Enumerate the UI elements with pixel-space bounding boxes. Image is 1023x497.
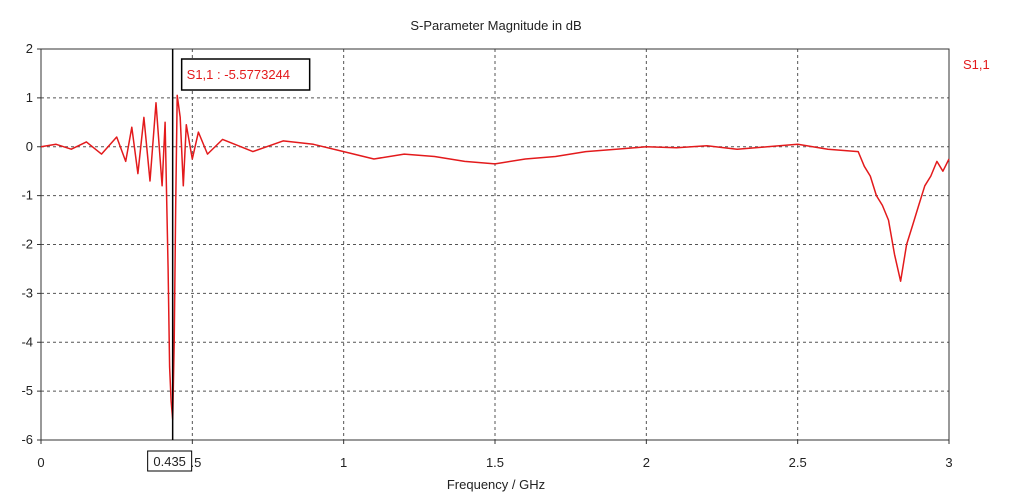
marker-readout-label: S1,1 : -5.5773244 — [187, 67, 290, 82]
y-tick-label: 1 — [26, 90, 33, 105]
x-tick-label: 0 — [37, 455, 44, 470]
y-tick-label: 2 — [26, 41, 33, 56]
y-tick-label: 0 — [26, 139, 33, 154]
y-tick-label: -4 — [21, 334, 33, 349]
y-tick-label: -2 — [21, 237, 33, 252]
marker-readout-box — [180, 58, 311, 91]
marker[interactable]: S1,1 : -5.5773244 0.435 — [147, 49, 311, 472]
y-axis: 2 1 0 -1 -2 -3 -4 -5 -6 — [21, 41, 41, 447]
marker-x-value: 0.435 — [153, 454, 186, 469]
y-tick-label: -5 — [21, 383, 33, 398]
marker-x-value-box — [147, 450, 193, 472]
x-tick-label: 2 — [643, 455, 650, 470]
series-line-0[interactable] — [40, 94, 950, 421]
x-tick-label: 3 — [945, 455, 952, 470]
y-tick-label: -3 — [21, 285, 33, 300]
grid — [41, 49, 949, 440]
x-tick-label: 2.5 — [789, 455, 807, 470]
series-layer — [40, 94, 950, 421]
x-tick-label: 1.5 — [486, 455, 504, 470]
chart-title: S-Parameter Magnitude in dB — [410, 18, 581, 33]
x-axis-label: Frequency / GHz — [447, 477, 545, 492]
y-tick-label: -1 — [21, 188, 33, 203]
y-tick-label: -6 — [21, 432, 33, 447]
legend-entry-s11[interactable]: S1,1 — [963, 57, 990, 72]
x-tick-label: 1 — [340, 455, 347, 470]
